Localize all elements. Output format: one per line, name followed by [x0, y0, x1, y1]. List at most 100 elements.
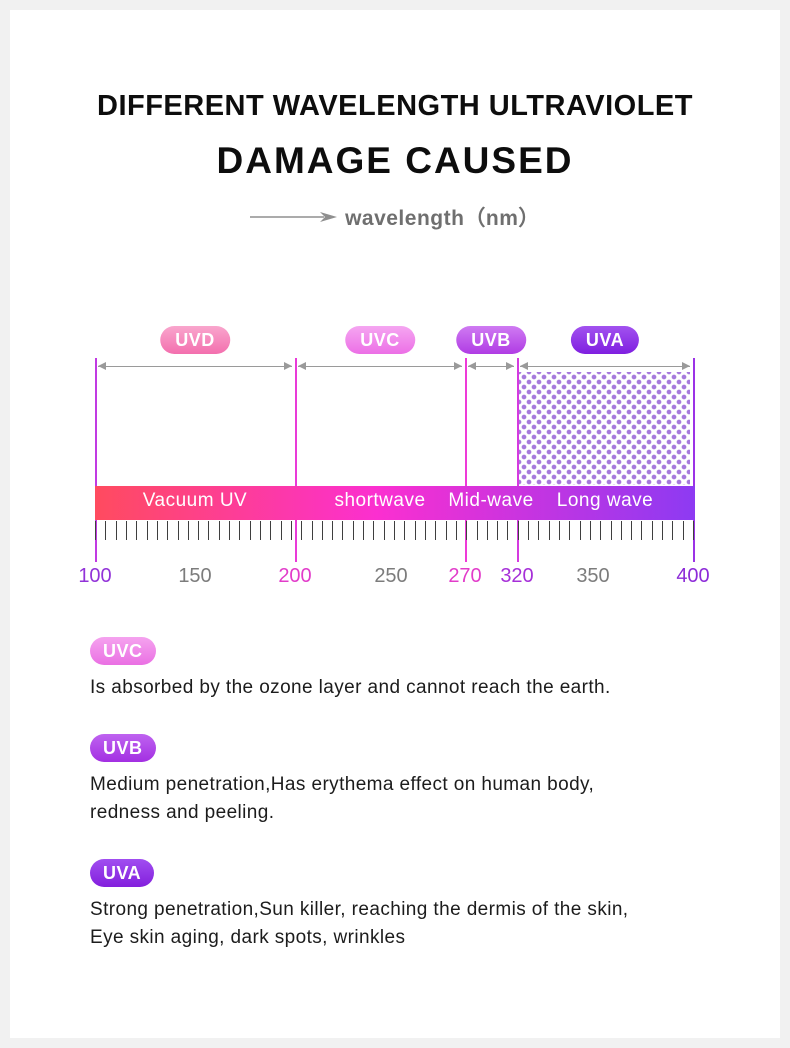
ruler-tick [507, 521, 509, 540]
ruler-tick [672, 521, 674, 540]
ruler-tick [332, 521, 334, 540]
ruler-tick [167, 521, 169, 540]
ruler-tick [424, 521, 426, 540]
ruler-tick [105, 521, 107, 540]
uv-descriptions: UVC Is absorbed by the ozone layer and ca… [90, 637, 740, 984]
section-pill-uva: UVA [90, 859, 155, 887]
ruler-tick [579, 521, 581, 540]
bar-label-uva: Long wave [556, 490, 654, 511]
ruler-tick [394, 521, 395, 540]
ruler-tick [249, 521, 251, 540]
wavelength-axis-row: wavelength（nm） [0, 202, 790, 232]
ruler-tick [208, 521, 210, 540]
page-subtitle: DAMAGE CAUSED [216, 140, 574, 181]
scale-number-400: 400 [676, 565, 710, 587]
boundary-line-200 [295, 358, 297, 562]
ruler-tick [466, 521, 468, 540]
bar-label-uvd: Vacuum UV [142, 490, 248, 511]
boundary-line-270 [465, 358, 467, 562]
right-arrow-icon [250, 212, 338, 222]
ruler-tick [218, 521, 220, 540]
boundary-line-400 [693, 358, 695, 562]
ruler-tick [538, 521, 540, 540]
ruler-tick [651, 521, 653, 540]
band-pill-uvb: UVB [456, 326, 526, 354]
ruler-tick [95, 521, 96, 540]
section-text-uvb: Medium penetration,Has erythema effect o… [90, 774, 595, 823]
ruler-tick [177, 521, 179, 540]
scale-number-100: 100 [78, 565, 112, 587]
ruler-tick [301, 521, 303, 540]
band-extent-arrow-uvc [298, 362, 462, 370]
ruler-tick [187, 521, 189, 540]
ruler-tick [146, 521, 148, 540]
ruler-tick [548, 521, 550, 540]
ruler-tick [435, 521, 437, 540]
ruler-tick [620, 521, 622, 540]
wavelength-axis-label: wavelength（nm） [345, 207, 540, 230]
ruler-tick [610, 521, 612, 540]
ruler-tick [239, 521, 241, 540]
ruler-tick [476, 521, 478, 540]
ruler-tick [600, 521, 602, 540]
ruler-tick [589, 521, 591, 540]
scale-number-150: 150 [178, 565, 212, 587]
ruler-tick [270, 521, 272, 540]
band-pill-uva: UVA [570, 326, 640, 354]
section-pill-uvc: UVC [90, 637, 156, 665]
ruler-tick [486, 521, 488, 540]
band-extent-arrow-uvb [468, 362, 514, 370]
ruler-tick [321, 521, 323, 540]
ruler-tick [414, 521, 416, 540]
ruler-tick [115, 521, 117, 540]
ruler-tick [311, 521, 313, 540]
spectrum-bar [95, 486, 695, 520]
ruler-tick [445, 521, 447, 540]
ruler-tick [229, 521, 230, 540]
ruler-tick [342, 521, 344, 540]
band-pill-uvc: UVC [345, 326, 415, 354]
ruler-tick [373, 521, 375, 540]
ruler-tick [198, 521, 200, 540]
ruler-tick [136, 521, 138, 540]
uv-section-uvc: UVC Is absorbed by the ozone layer and ca… [90, 637, 740, 702]
scale-number-270: 270 [448, 565, 482, 587]
scale-number-250: 250 [374, 565, 408, 587]
bar-label-uvc: shortwave [334, 490, 426, 511]
uv-section-uva: UVA Strong penetration,Sun killer, reachi… [90, 859, 740, 952]
ruler-tick [260, 521, 261, 540]
boundary-line-100 [95, 358, 97, 562]
ruler-tick [455, 521, 457, 540]
ruler-tick [383, 521, 385, 540]
ruler-tick [682, 521, 684, 540]
band-extent-arrow-uva [520, 362, 690, 370]
ruler-tick [280, 521, 282, 540]
band-extent-arrow-uvd [98, 362, 292, 370]
ruler-tick [631, 521, 633, 540]
ruler-tick [528, 521, 529, 540]
ruler-tick [559, 521, 560, 540]
scale-number-200: 200 [278, 565, 312, 587]
ruler-tick [569, 521, 571, 540]
scale-number-350: 350 [576, 565, 610, 587]
ruler-tick [404, 521, 406, 540]
ruler-tick [363, 521, 365, 540]
dot-pattern-uva [519, 372, 690, 485]
ruler-tick [641, 521, 643, 540]
ruler-tick [290, 521, 292, 540]
section-text-uva: Strong penetration,Sun killer, reaching … [90, 899, 629, 948]
ruler-tick [497, 521, 499, 540]
uv-section-uvb: UVB Medium penetration,Has erythema effec… [90, 734, 740, 827]
band-pill-uvd: UVD [160, 326, 230, 354]
ruler-tick [517, 521, 519, 540]
ruler-tick [693, 521, 694, 540]
section-text-uvc: Is absorbed by the ozone layer and canno… [90, 677, 611, 698]
ruler-tick [156, 521, 158, 540]
scale-number-320: 320 [500, 565, 534, 587]
section-pill-uvb: UVB [90, 734, 156, 762]
boundary-line-320 [517, 358, 519, 562]
bar-label-uvb: Mid-wave [448, 490, 534, 511]
ruler-tick [662, 521, 664, 540]
